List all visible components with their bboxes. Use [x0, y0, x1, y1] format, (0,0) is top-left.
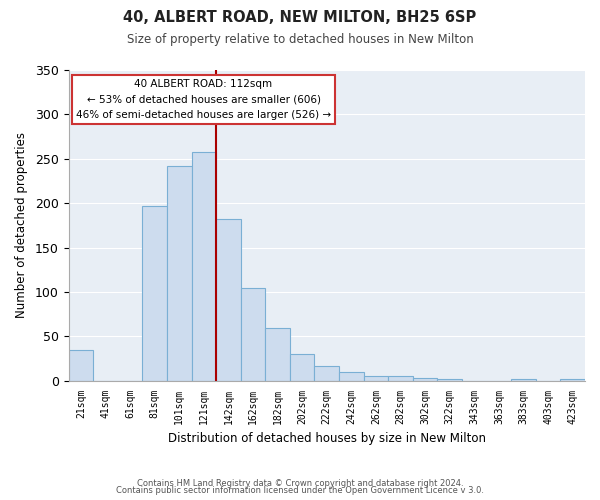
Bar: [265, 328, 290, 381]
Bar: [216, 219, 241, 381]
Bar: [437, 379, 462, 381]
Bar: [167, 166, 191, 381]
Bar: [290, 354, 314, 381]
Bar: [511, 379, 536, 381]
Bar: [68, 350, 93, 381]
Bar: [413, 378, 437, 381]
Bar: [314, 366, 339, 381]
Text: Size of property relative to detached houses in New Milton: Size of property relative to detached ho…: [127, 32, 473, 46]
Bar: [339, 372, 364, 381]
Bar: [191, 152, 216, 381]
Text: Contains HM Land Registry data © Crown copyright and database right 2024.: Contains HM Land Registry data © Crown c…: [137, 478, 463, 488]
X-axis label: Distribution of detached houses by size in New Milton: Distribution of detached houses by size …: [168, 432, 486, 445]
Y-axis label: Number of detached properties: Number of detached properties: [15, 132, 28, 318]
Bar: [142, 206, 167, 381]
Bar: [364, 376, 388, 381]
Bar: [388, 376, 413, 381]
Text: Contains public sector information licensed under the Open Government Licence v : Contains public sector information licen…: [116, 486, 484, 495]
Text: 40 ALBERT ROAD: 112sqm
← 53% of detached houses are smaller (606)
46% of semi-de: 40 ALBERT ROAD: 112sqm ← 53% of detached…: [76, 79, 331, 120]
Text: 40, ALBERT ROAD, NEW MILTON, BH25 6SP: 40, ALBERT ROAD, NEW MILTON, BH25 6SP: [124, 10, 476, 25]
Bar: [241, 288, 265, 381]
Bar: [560, 379, 585, 381]
